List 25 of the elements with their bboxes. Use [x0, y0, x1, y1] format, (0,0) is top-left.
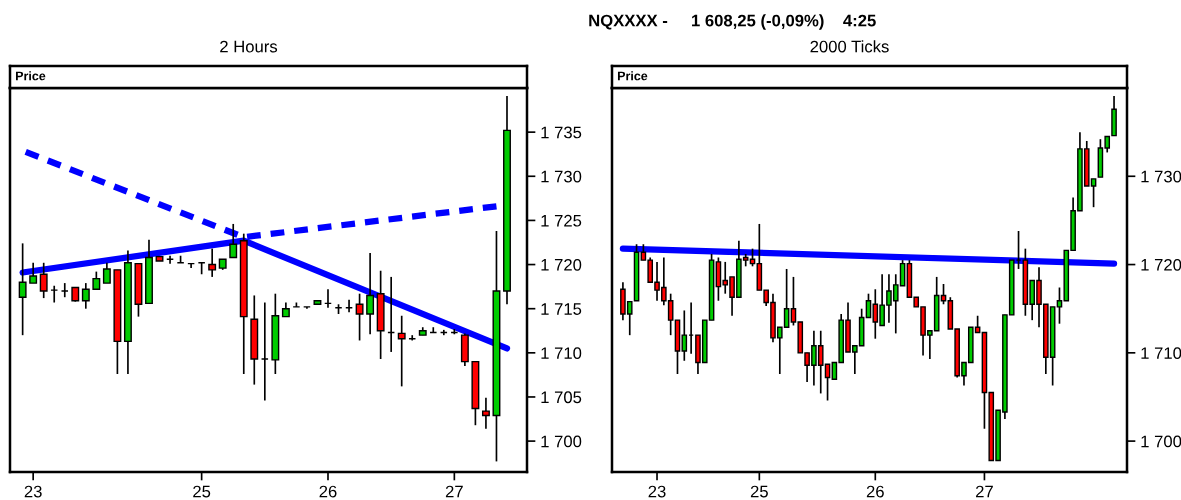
y-tick-label: 1 705	[541, 391, 582, 404]
y-axis-title: Price	[16, 71, 46, 81]
y-tick-label: 1 710	[1141, 347, 1181, 360]
y-tick-label: 1 730	[541, 170, 582, 183]
chart-title: 2 Hours	[220, 40, 278, 53]
y-tick-label: 1 725	[541, 214, 582, 227]
y-tick-label: 1 730	[1141, 170, 1181, 183]
x-tick-label: 27	[445, 485, 463, 498]
y-tick-label: 1 700	[541, 435, 582, 448]
y-axis-title: Price	[617, 71, 648, 81]
x-tick-label: 26	[319, 485, 337, 498]
x-tick-label: 23	[24, 485, 42, 498]
y-tick-label: 1 700	[1141, 435, 1181, 448]
x-tick-label: 25	[750, 485, 768, 498]
x-tick-label: 26	[866, 485, 884, 498]
x-tick-label: 23	[648, 485, 666, 498]
y-tick-label: 1 720	[1141, 258, 1181, 271]
x-tick-label: 27	[976, 485, 993, 498]
y-tick-label: 1 735	[541, 126, 582, 139]
y-tick-label: 1 710	[541, 347, 582, 360]
x-tick-label: 25	[193, 485, 211, 498]
text: NQXXXX - 1 608,25 (-0,09%) 4:25	[589, 14, 876, 30]
y-tick-label: 1 715	[541, 303, 582, 315]
chart-title: 2000 Ticks	[810, 40, 889, 53]
y-tick-label: 1 720	[541, 258, 582, 271]
